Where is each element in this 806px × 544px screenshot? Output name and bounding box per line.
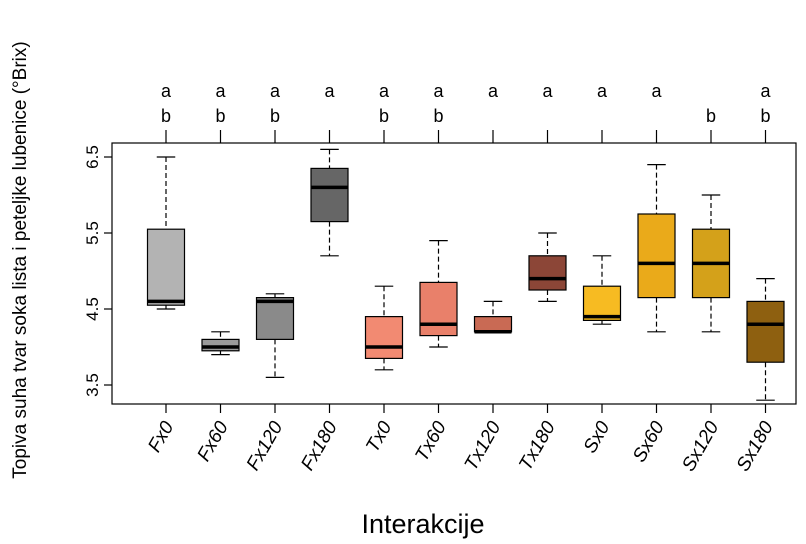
x-tick-label: Sx60 (629, 418, 669, 466)
x-tick-label: Fx120 (243, 418, 288, 475)
box-Fx60 (201, 338, 240, 352)
significance-letter: a (215, 81, 226, 101)
significance-letter: a (760, 81, 771, 101)
box-Fx180 (310, 167, 349, 223)
box-Sx180 (746, 300, 785, 363)
box-Tx120 (473, 316, 513, 333)
significance-letter: b (161, 106, 171, 126)
significance-letter: b (760, 106, 770, 126)
box-Fx120 (255, 297, 295, 341)
box-Tx60 (419, 281, 458, 337)
y-tick-label: 4.5 (83, 297, 102, 321)
x-tick-label: Sx120 (678, 418, 723, 476)
plot-area: 3.54.55.56.5Fx0abFx60abFx120abFx180aTx0a… (83, 81, 797, 476)
significance-letter: a (270, 81, 281, 101)
significance-letter: a (597, 81, 608, 101)
x-tick-label: Tx180 (515, 418, 560, 475)
x-tick-label: Tx120 (461, 418, 506, 475)
significance-letter: b (706, 106, 716, 126)
significance-letter: a (324, 81, 335, 101)
x-tick-label: Fx0 (144, 418, 178, 456)
box-Sx0 (582, 285, 622, 322)
y-tick-label: 5.5 (83, 221, 102, 245)
box-Tx180 (528, 255, 567, 291)
box-Fx0 (146, 228, 186, 306)
significance-letter: b (379, 106, 389, 126)
x-axis-label: Interakcije (361, 509, 484, 539)
significance-letter: b (215, 106, 225, 126)
box-Tx0 (364, 316, 404, 360)
box-Sx60 (637, 213, 676, 299)
y-tick-label: 3.5 (83, 373, 102, 397)
x-tick-label: Tx60 (412, 418, 452, 465)
significance-letter: a (651, 81, 662, 101)
significance-letter: a (488, 81, 499, 101)
x-tick-label: Fx60 (194, 418, 234, 465)
significance-letter: b (270, 106, 280, 126)
significance-letter: a (379, 81, 390, 101)
significance-letter: b (433, 106, 443, 126)
significance-letter: a (433, 81, 444, 101)
y-axis-label: Topiva suha tvar soka lista i peteljke l… (10, 41, 31, 478)
y-tick-label: 6.5 (83, 145, 102, 169)
x-tick-label: Sx180 (733, 418, 778, 476)
significance-letter: a (542, 81, 553, 101)
x-tick-label: Sx0 (580, 418, 615, 457)
plot-frame (111, 142, 797, 405)
x-tick-label: Tx0 (362, 418, 396, 456)
x-tick-label: Fx180 (297, 418, 342, 475)
significance-letter: a (161, 81, 172, 101)
